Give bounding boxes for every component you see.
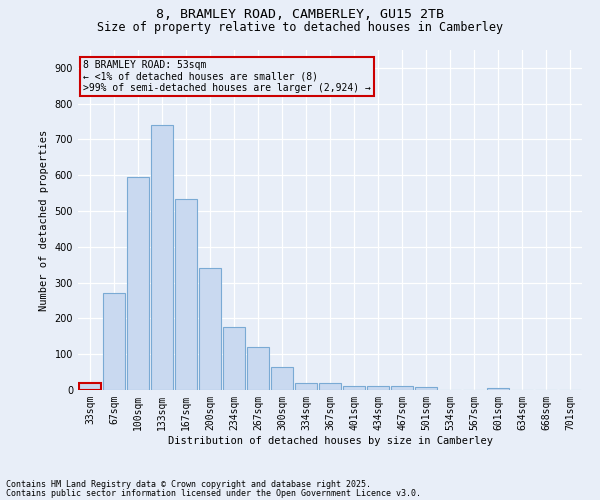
Text: Contains HM Land Registry data © Crown copyright and database right 2025.: Contains HM Land Registry data © Crown c… (6, 480, 371, 489)
Bar (127, 177, 149, 390)
Text: 8 BRAMLEY ROAD: 53sqm
← <1% of detached houses are smaller (8)
>99% of semi-deta: 8 BRAMLEY ROAD: 53sqm ← <1% of detached … (83, 60, 371, 94)
Bar (319, 383, 341, 390)
Bar (415, 388, 437, 390)
Bar (151, 125, 173, 390)
Bar (487, 388, 509, 390)
Bar (199, 268, 221, 390)
Bar (271, 366, 293, 390)
Bar (223, 328, 245, 390)
Bar (103, 294, 125, 390)
Bar (79, 383, 101, 390)
Bar (247, 347, 269, 390)
Bar (343, 386, 365, 390)
Bar (295, 383, 317, 390)
Y-axis label: Number of detached properties: Number of detached properties (39, 130, 49, 310)
Text: Size of property relative to detached houses in Camberley: Size of property relative to detached ho… (97, 21, 503, 34)
Bar (175, 198, 197, 390)
Bar (367, 386, 389, 390)
Text: 8, BRAMLEY ROAD, CAMBERLEY, GU15 2TB: 8, BRAMLEY ROAD, CAMBERLEY, GU15 2TB (156, 8, 444, 20)
Bar (391, 386, 413, 390)
Text: Contains public sector information licensed under the Open Government Licence v3: Contains public sector information licen… (6, 488, 421, 498)
X-axis label: Distribution of detached houses by size in Camberley: Distribution of detached houses by size … (167, 436, 493, 446)
